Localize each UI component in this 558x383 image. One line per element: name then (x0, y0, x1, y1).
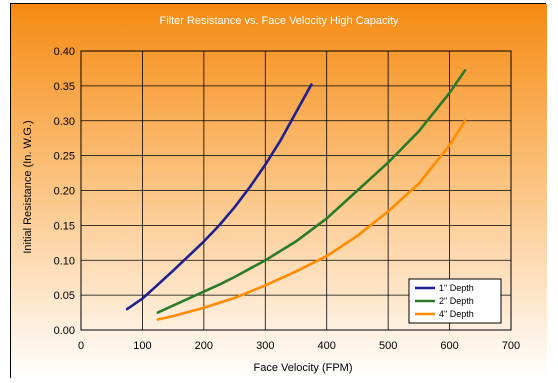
legend-entry: 1" Depth (439, 283, 474, 293)
y-tick-label: 0.25 (54, 151, 75, 163)
chart-title: Filter Resistance vs. Face Velocity High… (159, 15, 399, 27)
y-axis-label: Initial Resistance (In. W.G.) (22, 120, 34, 253)
y-tick-label: 0.30 (54, 116, 75, 128)
y-tick-label: 0.15 (54, 220, 75, 232)
x-tick-label: 300 (256, 340, 274, 352)
y-tick-label: 0.20 (54, 186, 75, 198)
x-tick-label: 200 (195, 340, 213, 352)
legend-entry: 4" Depth (439, 309, 474, 319)
y-tick-label: 0.05 (54, 290, 75, 302)
x-tick-label: 100 (133, 340, 151, 352)
y-tick-label: 0.40 (54, 46, 75, 58)
x-tick-label: 0 (78, 340, 84, 352)
y-tick-label: 0.35 (54, 81, 75, 93)
legend-entry: 2" Depth (439, 296, 474, 306)
line-chart: Filter Resistance vs. Face Velocity High… (11, 4, 547, 379)
y-tick-label: 0.00 (54, 325, 75, 337)
x-tick-label: 600 (440, 340, 458, 352)
x-tick-label: 500 (379, 340, 397, 352)
chart-frame: Filter Resistance vs. Face Velocity High… (10, 3, 547, 379)
series-line-3 (156, 119, 467, 321)
series-line-1 (125, 83, 313, 311)
series-line-2 (156, 69, 467, 314)
x-tick-label: 700 (502, 340, 520, 352)
x-tick-label: 400 (318, 340, 336, 352)
x-axis-label: Face Velocity (FPM) (253, 362, 352, 374)
legend: 1" Depth 2" Depth 4" Depth (408, 278, 502, 324)
y-tick-label: 0.10 (54, 255, 75, 267)
